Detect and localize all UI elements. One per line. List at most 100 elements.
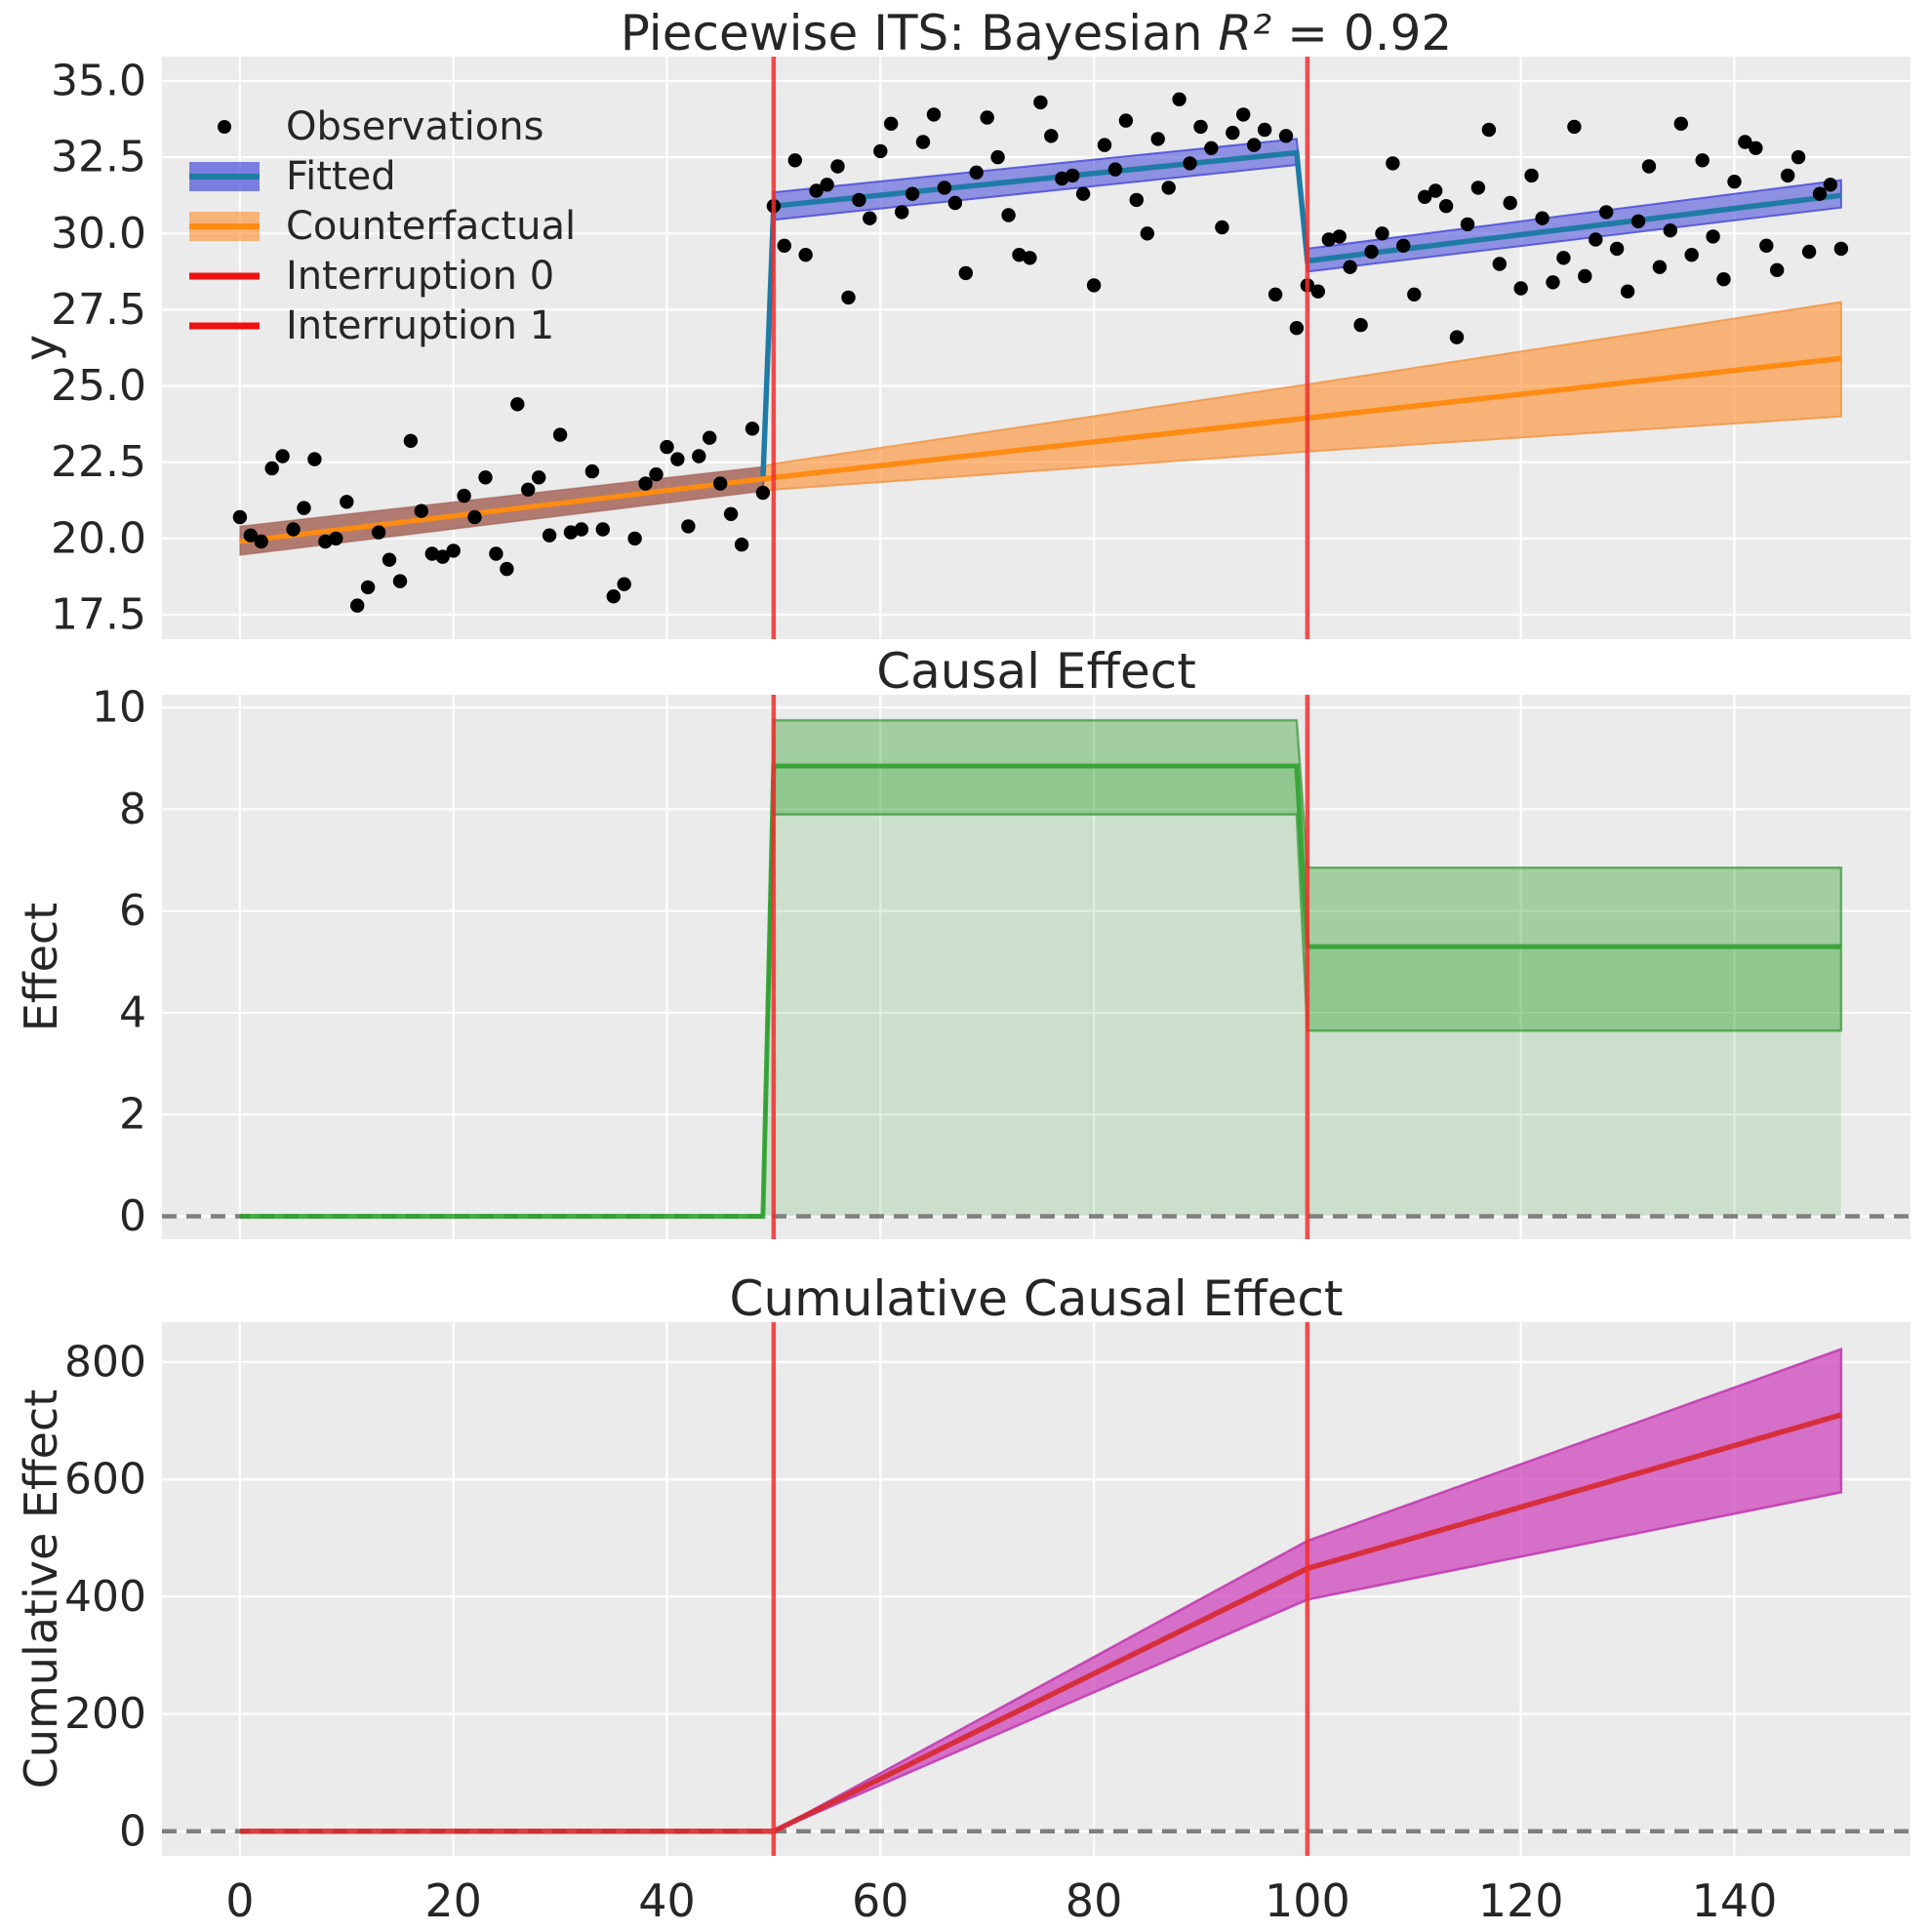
observation-point — [232, 509, 248, 525]
observation-point — [1801, 244, 1817, 260]
observation-point — [692, 449, 706, 463]
observation-point — [307, 452, 322, 466]
observation-point — [1257, 122, 1272, 138]
observation-point — [627, 531, 642, 546]
observation-point — [275, 449, 290, 463]
observation-point — [1278, 129, 1294, 143]
observation-point — [681, 519, 696, 534]
observation-point — [1066, 168, 1080, 183]
observation-point — [1567, 119, 1582, 135]
effect-plot: Causal Effect Effect 10 8 6 4 2 0 — [15, 643, 1911, 1241]
observation-point — [1001, 208, 1016, 222]
y-tick-label: 800 — [64, 1337, 146, 1387]
observation-point — [980, 110, 994, 125]
observation-point — [990, 149, 1005, 165]
observation-point — [489, 546, 503, 561]
observation-point — [1524, 168, 1539, 183]
x-tick-label: 120 — [1478, 1874, 1564, 1927]
observation-point — [1386, 156, 1400, 171]
legend: Observations Fitted Counterfactual Interrup… — [189, 104, 576, 348]
observation-point — [1107, 162, 1123, 177]
x-tick-label: 40 — [638, 1874, 696, 1927]
observation-point — [1503, 195, 1517, 211]
observation-point — [820, 178, 834, 192]
observation-point — [1749, 141, 1763, 155]
observation-point — [1630, 214, 1646, 228]
x-tick-label: 60 — [852, 1874, 909, 1927]
observation-point — [1418, 189, 1432, 204]
observation-point — [1513, 281, 1528, 296]
observation-point — [1790, 149, 1806, 165]
observation-point — [1407, 287, 1422, 302]
observation-point — [297, 501, 311, 515]
observation-point — [457, 488, 471, 503]
observation-point — [1012, 248, 1026, 262]
observation-point — [1684, 248, 1699, 262]
observation-point — [1097, 138, 1112, 152]
observation-point — [1236, 107, 1251, 122]
observation-point — [649, 467, 664, 482]
legend-label: Interruption 0 — [286, 254, 554, 299]
observation-point — [670, 452, 685, 466]
observation-point — [1716, 272, 1731, 287]
observation-point — [1129, 192, 1145, 208]
observation-point — [841, 290, 856, 305]
observation-point — [350, 598, 365, 613]
observation-point — [1204, 141, 1219, 155]
legend-item: Counterfactual — [189, 204, 576, 249]
observation-point — [1535, 211, 1549, 225]
y-tick-label: 30.0 — [51, 209, 146, 259]
observation-point — [926, 107, 942, 122]
observation-point — [1620, 284, 1635, 299]
observation-point — [424, 546, 439, 561]
observation-point — [1310, 284, 1326, 299]
observation-point — [969, 165, 984, 180]
observation-point — [1343, 260, 1357, 274]
x-tick-label: 80 — [1066, 1874, 1123, 1927]
observation-point — [958, 265, 973, 281]
y-axis-label: Effect — [15, 903, 67, 1031]
legend-item: Interruption 1 — [189, 303, 554, 348]
plot-title: Piecewise ITS: Bayesian R² = 0.92 — [621, 5, 1452, 61]
observation-point — [595, 522, 610, 537]
observation-point — [873, 143, 888, 159]
observation-point — [895, 205, 909, 220]
x-tick-label: 20 — [424, 1874, 482, 1927]
observation-point — [584, 463, 600, 479]
observation-point — [403, 433, 419, 448]
observation-point — [1449, 330, 1465, 344]
observation-point — [1375, 226, 1389, 241]
observation-point — [574, 522, 589, 537]
y-tick-label: 8 — [119, 785, 146, 834]
observation-point — [1759, 238, 1774, 253]
observation-point — [467, 509, 482, 525]
legend-item: Interruption 0 — [189, 254, 554, 299]
observation-point — [500, 561, 514, 577]
observation-point — [382, 552, 397, 567]
observation-point — [1172, 92, 1187, 107]
observation-point — [777, 238, 791, 253]
observation-point — [521, 482, 536, 497]
observation-point — [713, 476, 728, 491]
observation-point — [254, 534, 268, 549]
observation-point — [937, 181, 952, 195]
y-tick-label: 17.5 — [51, 589, 146, 639]
observation-point — [1044, 129, 1059, 143]
y-tick-label: 600 — [64, 1455, 146, 1505]
observation-point — [734, 537, 749, 552]
x-tick-label: 140 — [1692, 1874, 1778, 1927]
y-tick-label: 25.0 — [51, 361, 146, 411]
observation-point — [1150, 132, 1165, 146]
legend-label: Observations — [286, 104, 543, 149]
observation-point — [1492, 257, 1508, 271]
observation-point — [542, 528, 557, 543]
observation-point — [510, 397, 525, 412]
observation-point — [414, 503, 428, 518]
observation-point — [1023, 251, 1037, 265]
observation-point — [1833, 241, 1849, 257]
observation-point — [606, 589, 621, 604]
observation-point — [1183, 156, 1197, 171]
observation-point — [1546, 275, 1560, 290]
observation-point — [755, 485, 771, 501]
observation-point — [1460, 217, 1475, 232]
